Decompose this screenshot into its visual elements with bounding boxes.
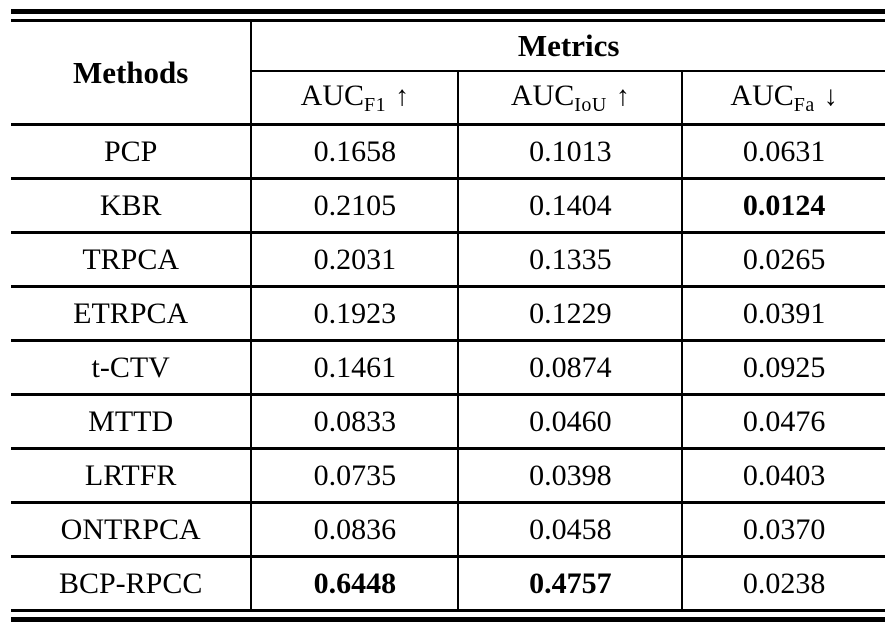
table-row: KBR 0.2105 0.1404 0.0124 — [11, 178, 885, 234]
metric-value: 0.1404 — [458, 178, 684, 234]
methods-column-header: Methods — [11, 20, 253, 126]
metrics-group-header: Metrics — [251, 20, 885, 72]
table-row: LRTFR 0.0735 0.0398 0.0403 — [11, 448, 885, 504]
table-row: BCP-RPCC 0.6448 0.4757 0.0238 — [11, 556, 885, 611]
metric-value: 0.2105 — [251, 178, 460, 234]
method-name: ONTRPCA — [11, 502, 253, 558]
metric-base-label: AUC — [730, 78, 794, 112]
table-frame: Methods Metrics AUCF1 ↑ AUCIoU ↑ AUCFa ↓ PC… — [11, 9, 885, 622]
metric-value: 0.0265 — [682, 232, 885, 288]
metric-value: 0.0238 — [742, 566, 826, 600]
table-header: Methods Metrics AUCF1 ↑ AUCIoU ↑ AUCFa ↓ — [11, 20, 885, 126]
metrics-comparison-table: Methods Metrics AUCF1 ↑ AUCIoU ↑ AUCFa ↓ PC… — [11, 19, 885, 612]
method-name: ETRPCA — [11, 286, 253, 342]
metric-value: 0.0476 — [682, 394, 885, 450]
metric-value: 0.0124 — [682, 178, 885, 234]
metric-value: 0.0925 — [682, 340, 885, 396]
metric-value: 0.4757 — [458, 556, 684, 611]
table-row: MTTD 0.0833 0.0460 0.0476 — [11, 394, 885, 450]
table-row: ETRPCA 0.1923 0.1229 0.0391 — [11, 286, 885, 342]
metric-subscript: F1 — [364, 93, 387, 116]
column-header-auc-fa: AUCFa ↓ — [682, 71, 885, 126]
metric-value: 0.0874 — [458, 340, 684, 396]
column-header-auc-f1: AUCF1 ↑ — [251, 71, 460, 126]
metric-value: 0.0833 — [251, 394, 460, 450]
header-row-top: Methods Metrics — [11, 20, 885, 126]
metric-subscript: Fa — [793, 93, 815, 116]
up-arrow-icon: ↑ — [395, 80, 410, 112]
metric-value: 0.0398 — [458, 448, 684, 504]
metric-value: 0.6448 — [251, 556, 460, 611]
metric-value: 0.0370 — [682, 502, 885, 558]
table-body: PCP 0.1658 0.1013 0.0631 KBR 0.2105 0.1404 0.01… — [11, 124, 885, 611]
metric-value: 0.1335 — [458, 232, 684, 288]
header-row-sub: AUCF1 ↑ AUCIoU ↑ AUCFa ↓ — [11, 71, 885, 126]
table-row: TRPCA 0.2031 0.1335 0.0265 — [11, 232, 885, 288]
metric-value: 0.1229 — [458, 286, 684, 342]
method-name: TRPCA — [11, 232, 253, 288]
metric-base-label: AUC — [510, 78, 575, 112]
method-name: KBR — [11, 178, 253, 234]
method-name: MTTD — [11, 394, 253, 450]
metric-value: 0.0735 — [251, 448, 460, 504]
metric-value: 0.0403 — [682, 448, 885, 504]
metric-value: 0.0631 — [682, 124, 885, 180]
metric-value: 0.0460 — [458, 394, 684, 450]
metric-value: 0.0836 — [251, 502, 460, 558]
column-header-auc-iou: AUCIoU ↑ — [458, 71, 684, 126]
metric-value: 0.2031 — [251, 232, 460, 288]
metric-value: 0.1923 — [251, 286, 460, 342]
method-name: PCP — [11, 124, 253, 180]
metric-subscript: IoU — [574, 93, 607, 116]
metric-value: 0.0458 — [458, 502, 684, 558]
table-row: PCP 0.1658 0.1013 0.0631 — [11, 124, 885, 180]
metric-value: 0.0391 — [682, 286, 885, 342]
table-row: t-CTV 0.1461 0.0874 0.0925 — [11, 340, 885, 396]
method-name: BCP-RPCC — [11, 556, 253, 611]
method-name: LRTFR — [11, 448, 253, 504]
metric-value: 0.1013 — [458, 124, 684, 180]
metric-value: 0.1461 — [251, 340, 460, 396]
table-row: ONTRPCA 0.0836 0.0458 0.0370 — [11, 502, 885, 558]
method-name: t-CTV — [11, 340, 253, 396]
down-arrow-icon: ↓ — [823, 80, 838, 112]
metric-value: 0.1658 — [251, 124, 460, 180]
metric-base-label: AUC — [300, 78, 365, 112]
up-arrow-icon: ↑ — [615, 80, 630, 112]
